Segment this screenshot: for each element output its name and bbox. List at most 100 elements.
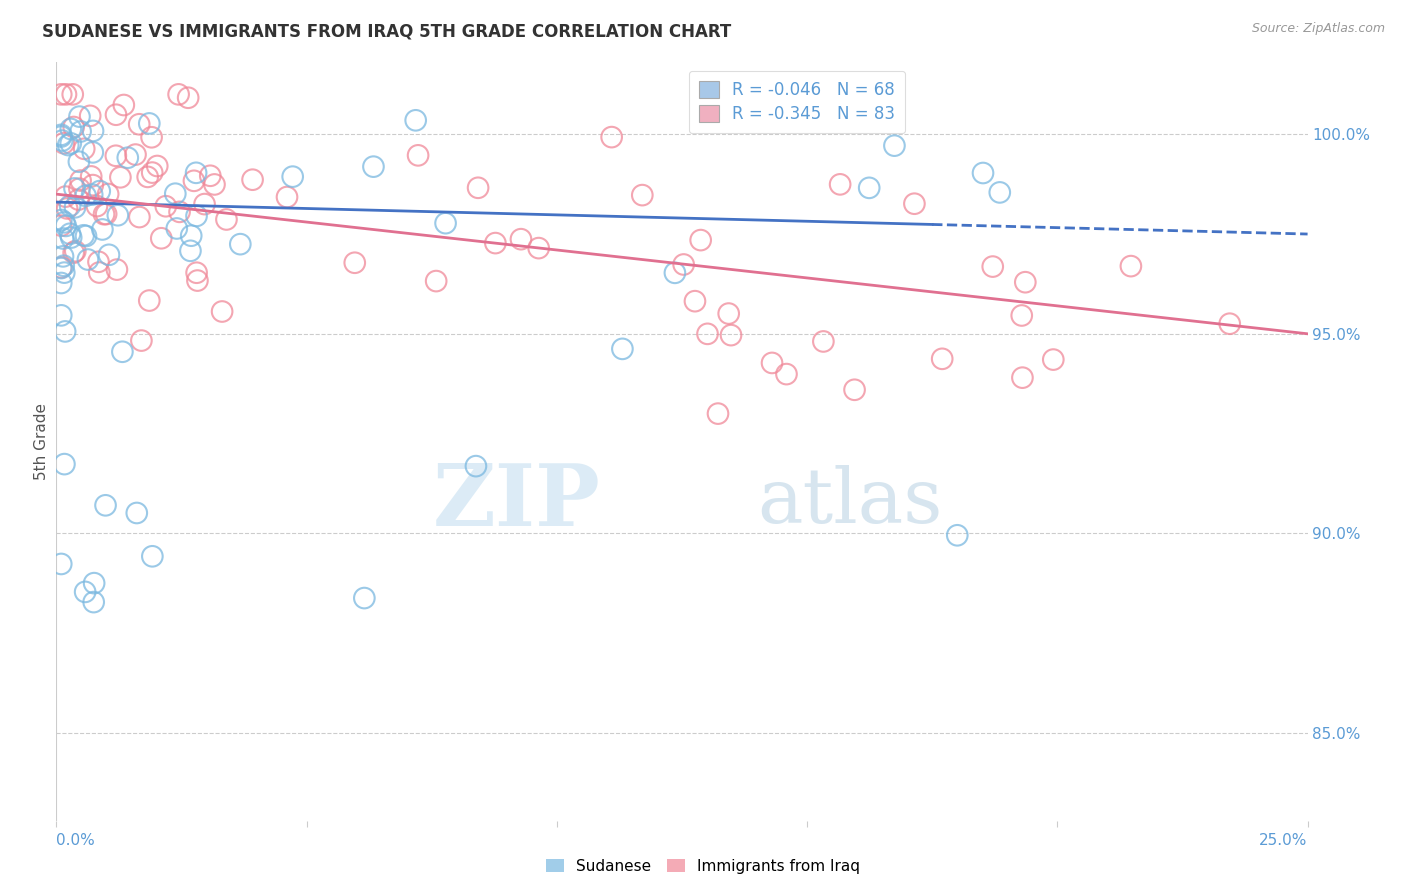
Point — [60, 230, 83, 244]
Point — [98, 248, 121, 262]
Point — [186, 209, 208, 223]
Point — [53, 215, 76, 229]
Point — [128, 210, 150, 224]
Point — [343, 256, 366, 270]
Point — [110, 170, 132, 185]
Point — [672, 258, 695, 272]
Point — [62, 245, 84, 260]
Point — [141, 549, 163, 564]
Point — [67, 154, 90, 169]
Point — [82, 145, 104, 160]
Point — [467, 181, 489, 195]
Point — [215, 212, 238, 227]
Point — [87, 254, 110, 268]
Point — [138, 293, 160, 308]
Point — [51, 87, 73, 102]
Point — [69, 110, 91, 124]
Point — [82, 187, 104, 202]
Point — [813, 334, 835, 349]
Point — [52, 231, 75, 245]
Point — [83, 576, 105, 591]
Point — [55, 219, 77, 233]
Point — [53, 266, 76, 280]
Point — [600, 130, 623, 145]
Point — [931, 351, 953, 366]
Point — [169, 205, 191, 219]
Point — [612, 342, 634, 356]
Point — [193, 197, 215, 211]
Point — [434, 216, 457, 230]
Point — [67, 182, 90, 196]
Point — [112, 98, 135, 112]
Point — [1042, 352, 1064, 367]
Point — [146, 159, 169, 173]
Point — [167, 87, 190, 102]
Point — [104, 149, 127, 163]
Point — [51, 128, 73, 142]
Point — [83, 595, 105, 609]
Point — [107, 208, 129, 222]
Point — [353, 591, 375, 605]
Point — [51, 134, 73, 148]
Point — [465, 459, 488, 474]
Point — [775, 367, 797, 381]
Point — [204, 178, 226, 192]
Point — [183, 174, 205, 188]
Point — [631, 188, 654, 202]
Point — [406, 148, 429, 162]
Point — [59, 136, 82, 151]
Point — [111, 344, 134, 359]
Point — [55, 189, 77, 203]
Point — [150, 231, 173, 245]
Point — [186, 266, 208, 280]
Point — [82, 178, 104, 193]
Point — [903, 196, 925, 211]
Point — [138, 116, 160, 130]
Point — [51, 219, 73, 233]
Point — [830, 178, 852, 192]
Point — [131, 334, 153, 348]
Point — [75, 189, 97, 203]
Point — [363, 160, 385, 174]
Point — [51, 309, 73, 323]
Point — [89, 266, 111, 280]
Point — [79, 109, 101, 123]
Point — [484, 236, 506, 251]
Point — [510, 232, 533, 246]
Point — [200, 169, 222, 183]
Text: Source: ZipAtlas.com: Source: ZipAtlas.com — [1251, 22, 1385, 36]
Point — [166, 221, 188, 235]
Point — [1011, 309, 1033, 323]
Point — [67, 193, 90, 207]
Point — [720, 328, 742, 343]
Y-axis label: 5th Grade: 5th Grade — [34, 403, 49, 480]
Point — [62, 87, 84, 102]
Point — [844, 383, 866, 397]
Point — [105, 262, 128, 277]
Point — [72, 228, 94, 243]
Point — [97, 187, 120, 202]
Point — [82, 124, 104, 138]
Point — [1119, 259, 1142, 273]
Point — [51, 557, 73, 571]
Point — [1219, 317, 1241, 331]
Point — [52, 136, 75, 151]
Legend: R = -0.046   N = 68, R = -0.345   N = 83: R = -0.046 N = 68, R = -0.345 N = 83 — [689, 70, 905, 133]
Point — [53, 325, 76, 339]
Point — [242, 172, 264, 186]
Point — [77, 252, 100, 267]
Point — [141, 130, 163, 145]
Point — [186, 274, 208, 288]
Point — [80, 169, 103, 184]
Point — [211, 304, 233, 318]
Point — [91, 222, 114, 236]
Point — [56, 202, 79, 216]
Point — [96, 207, 118, 221]
Point — [972, 166, 994, 180]
Point — [117, 151, 139, 165]
Point — [180, 228, 202, 243]
Point — [59, 227, 82, 241]
Point — [63, 181, 86, 195]
Point — [93, 207, 115, 221]
Point — [73, 142, 96, 156]
